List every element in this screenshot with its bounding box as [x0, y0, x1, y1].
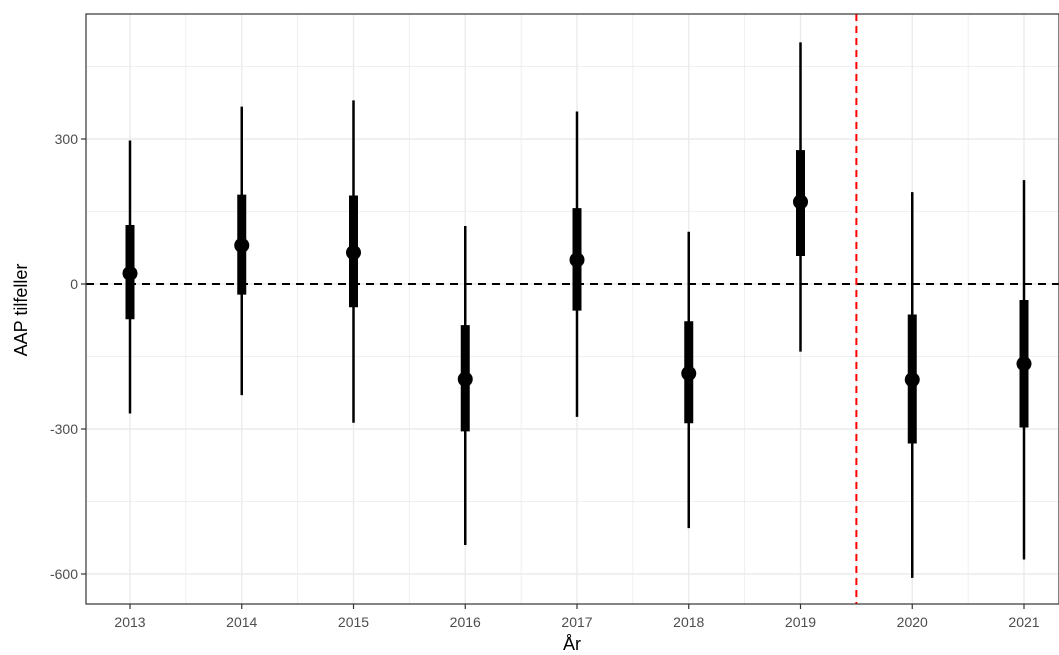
- estimate-point-2017: [569, 252, 585, 268]
- x-tick-label: 2019: [785, 614, 816, 630]
- estimate-point-2014: [234, 237, 250, 253]
- x-tick-label: 2017: [561, 614, 592, 630]
- estimate-point-2020: [904, 372, 920, 388]
- y-tick-label: -600: [50, 566, 78, 582]
- x-tick-label: 2015: [338, 614, 369, 630]
- estimate-point-2019: [793, 194, 808, 210]
- x-axis: 2013 2014 2015 2016 2017 2018 2019 2020 2021: [114, 604, 1040, 630]
- x-axis-title: År: [563, 634, 581, 654]
- estimate-point-2015: [346, 245, 361, 261]
- estimate-point-2018: [681, 365, 697, 381]
- panel-border: [85, 13, 1059, 605]
- estimate-point-2021: [1016, 356, 1032, 372]
- x-tick-label: 2020: [897, 614, 928, 630]
- estimate-point-2016: [457, 371, 473, 387]
- y-axis: 300 0 -300 -600: [50, 131, 86, 582]
- minor-grid: [86, 14, 1059, 604]
- x-tick-label: 2016: [450, 614, 481, 630]
- error-bars: [122, 42, 1032, 578]
- y-tick-label: 300: [55, 131, 79, 147]
- y-tick-label: -300: [50, 421, 78, 437]
- x-tick-label: 2013: [114, 614, 145, 630]
- x-tick-label: 2021: [1008, 614, 1039, 630]
- x-tick-label: 2018: [673, 614, 704, 630]
- x-tick-label: 2014: [226, 614, 257, 630]
- y-axis-title: AAP tilfeller: [11, 264, 31, 357]
- y-tick-label: 0: [70, 276, 78, 292]
- estimate-point-2013: [122, 265, 138, 281]
